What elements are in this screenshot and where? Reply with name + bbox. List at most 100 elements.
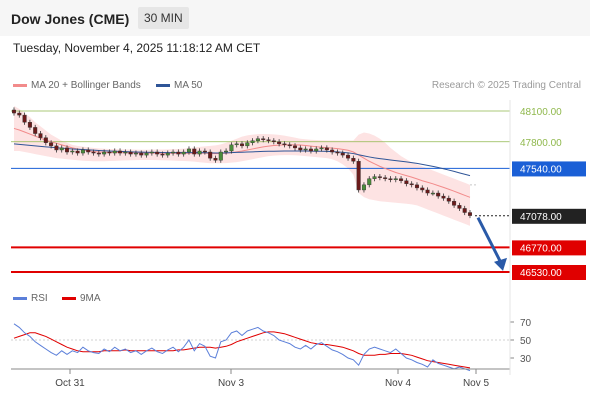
- legend-item-9ma: 9MA: [62, 293, 101, 304]
- candle-body: [377, 176, 382, 178]
- level-label-47800.00: 47800.00: [520, 138, 562, 149]
- candle-body: [192, 148, 197, 155]
- rsi-9ma-line: [13, 331, 471, 369]
- candle-body: [118, 150, 123, 154]
- candle-body: [229, 144, 234, 152]
- candle-body: [49, 142, 54, 147]
- candle-body: [468, 212, 473, 216]
- candle-body: [91, 151, 96, 154]
- candle-body: [181, 151, 186, 155]
- candle-body: [441, 195, 446, 199]
- legend-label-ma20: MA 20 + Bollinger Bands: [31, 80, 141, 91]
- bollinger-band-area: [14, 105, 470, 226]
- candle-body: [383, 177, 388, 179]
- candle-body: [133, 152, 138, 155]
- legend-label-ma50: MA 50: [174, 80, 203, 91]
- timestamp: Tuesday, November 4, 2025 11:18:12 AM CE…: [13, 41, 261, 55]
- candle-body: [452, 201, 457, 206]
- candle-body: [351, 157, 356, 162]
- candle-body: [155, 151, 160, 155]
- candle-body: [112, 150, 117, 154]
- x-tick-label-Nov-5: Nov 5: [463, 378, 490, 389]
- candle-body: [361, 184, 366, 191]
- forecast-arrowhead: [494, 257, 507, 271]
- candle-body: [65, 147, 70, 153]
- level-box-46770.00: [512, 240, 586, 256]
- candle-body: [59, 147, 64, 151]
- candle-body: [128, 151, 133, 155]
- candle-body: [462, 208, 467, 213]
- rsi-tick-label-70: 70: [520, 318, 532, 329]
- candle-body: [165, 152, 170, 156]
- candle-body: [160, 153, 165, 156]
- candle-body: [404, 180, 409, 185]
- candle-body: [171, 151, 176, 154]
- rsi-tick-label-30: 30: [520, 354, 532, 365]
- credit-text: Research © 2025 Trading Central: [431, 80, 581, 91]
- candle-body: [245, 142, 250, 147]
- candle-body: [314, 148, 319, 152]
- candle-body: [420, 187, 425, 191]
- instrument-title: Dow Jones (CME): [11, 11, 130, 27]
- legend-item-rsi: RSI: [13, 293, 48, 304]
- candle-body: [393, 178, 398, 180]
- legend-swatch-ma50: [156, 83, 170, 87]
- candle-body: [234, 143, 239, 146]
- candle-body: [425, 189, 430, 194]
- legend-label-rsi: RSI: [31, 293, 48, 304]
- level-label-47078.00: 47078.00: [520, 212, 562, 223]
- candle-body: [277, 141, 282, 145]
- candle-body: [388, 178, 393, 180]
- legend-swatch-9ma: [62, 296, 76, 300]
- interval-button[interactable]: 30 MIN: [138, 7, 189, 29]
- candle-body: [70, 150, 75, 153]
- candle-body: [22, 114, 27, 123]
- candle-body: [75, 150, 80, 154]
- candle-body: [446, 197, 451, 202]
- level-box-47078.00: [512, 208, 586, 224]
- level-box-46530.00: [512, 265, 586, 280]
- candle-body: [197, 150, 202, 155]
- candle-body: [372, 176, 377, 179]
- rsi-tick-label-50: 50: [520, 336, 532, 347]
- candle-body: [27, 122, 32, 128]
- legend-swatch-rsi: [13, 296, 27, 300]
- candle-body: [282, 143, 287, 146]
- candle-body: [80, 149, 85, 154]
- candle-body: [271, 140, 276, 142]
- candle-body: [250, 140, 255, 143]
- candle-body: [409, 183, 414, 186]
- candle-body: [107, 151, 112, 154]
- candle-body: [457, 205, 462, 209]
- candle-body: [356, 161, 361, 191]
- candle-body: [319, 147, 324, 150]
- candle-body: [298, 147, 303, 151]
- candle-body: [176, 151, 181, 155]
- candle-body: [139, 152, 144, 156]
- candle-body: [33, 127, 38, 134]
- x-tick-label-Nov-3: Nov 3: [218, 378, 245, 389]
- rsi-line: [13, 323, 471, 372]
- candle-body: [224, 150, 229, 153]
- candle-body: [308, 148, 313, 152]
- candle-body: [399, 178, 404, 181]
- legend-item-ma50: MA 50: [156, 80, 202, 91]
- candlesticks: [11, 107, 473, 219]
- candle-body: [414, 184, 419, 189]
- candle-body: [293, 145, 298, 149]
- candle-body: [367, 178, 372, 186]
- candle-body: [38, 133, 43, 138]
- level-box-47540.00: [512, 161, 586, 177]
- candle-body: [17, 112, 22, 116]
- candle-body: [346, 154, 351, 159]
- candle-body: [213, 157, 218, 161]
- candle-body: [144, 152, 149, 156]
- candle-body: [202, 150, 207, 153]
- candle-body: [255, 138, 260, 141]
- candle-body: [335, 151, 340, 154]
- x-tick-label-Nov-4: Nov 4: [385, 378, 412, 389]
- candle-body: [430, 192, 435, 195]
- candle-body: [287, 144, 292, 147]
- candle-body: [102, 151, 107, 155]
